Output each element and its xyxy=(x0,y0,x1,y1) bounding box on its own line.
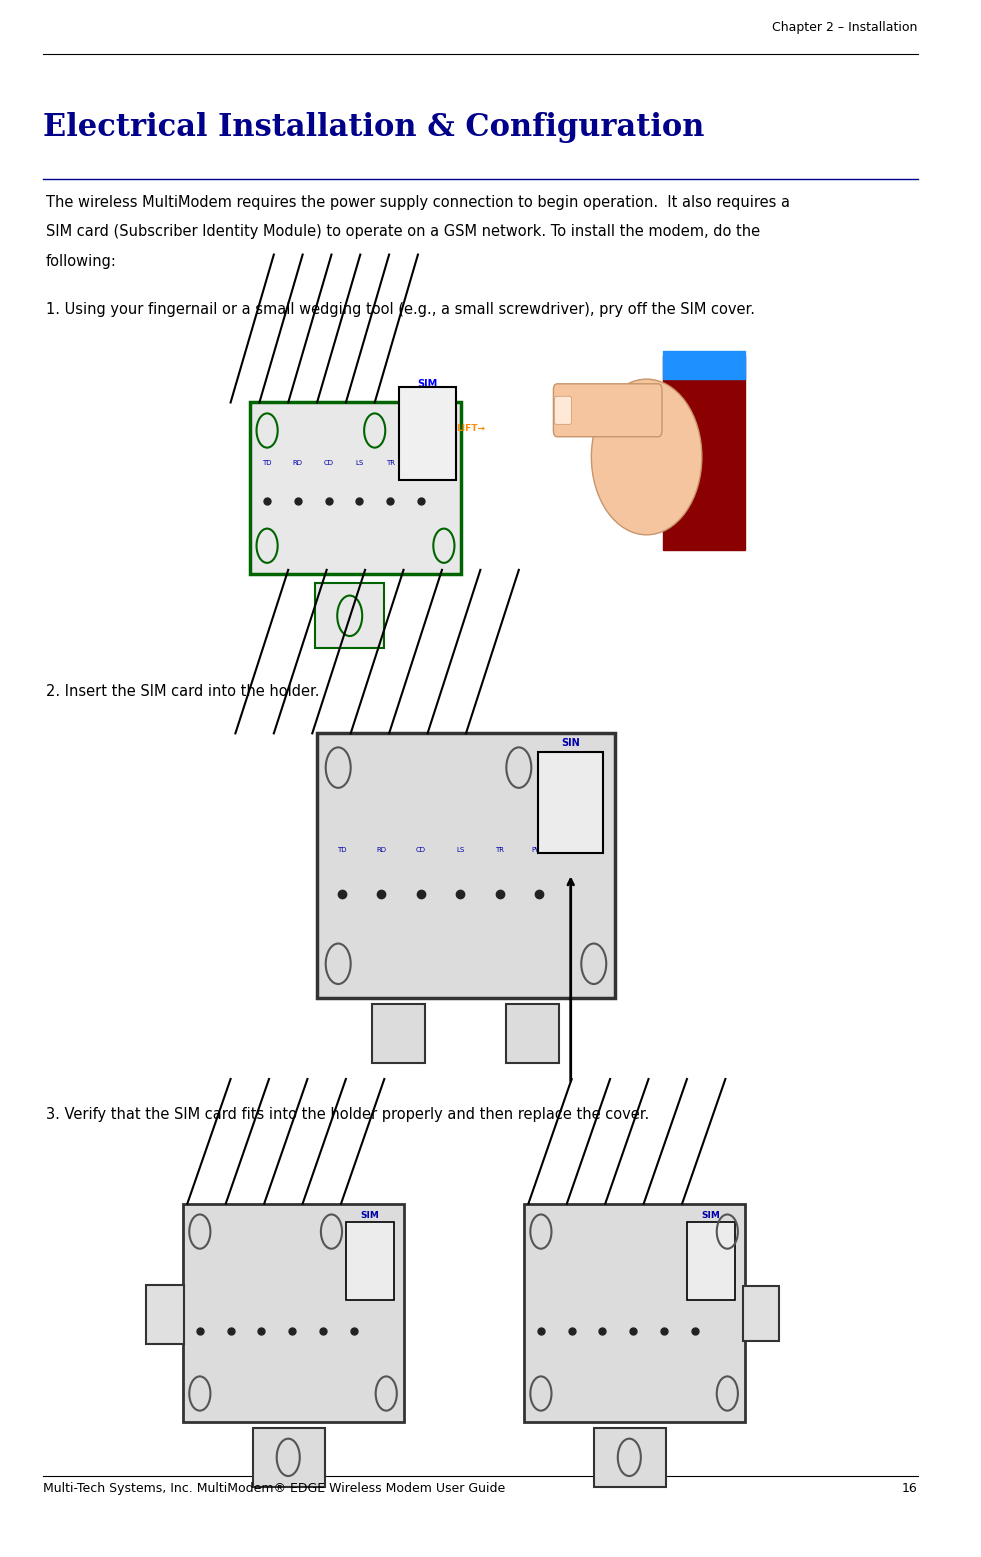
FancyBboxPatch shape xyxy=(182,1204,403,1422)
Text: SIM card (Subscriber Identity Module) to operate on a GSM network. To install th: SIM card (Subscriber Identity Module) to… xyxy=(46,224,760,240)
FancyBboxPatch shape xyxy=(553,383,662,436)
FancyBboxPatch shape xyxy=(253,1428,325,1487)
FancyBboxPatch shape xyxy=(538,752,603,853)
FancyBboxPatch shape xyxy=(743,1286,779,1341)
Text: CD: CD xyxy=(416,847,426,853)
FancyBboxPatch shape xyxy=(663,357,745,550)
FancyBboxPatch shape xyxy=(398,386,456,480)
Text: 16: 16 xyxy=(902,1482,917,1495)
FancyBboxPatch shape xyxy=(315,584,385,649)
Text: Chapter 2 – Installation: Chapter 2 – Installation xyxy=(772,22,917,34)
Text: LS: LS xyxy=(355,461,363,467)
Text: CD: CD xyxy=(324,461,334,467)
Text: PWR: PWR xyxy=(413,461,429,467)
Text: TD: TD xyxy=(337,847,347,853)
Text: SIN: SIN xyxy=(561,738,580,747)
FancyBboxPatch shape xyxy=(554,397,572,425)
FancyBboxPatch shape xyxy=(506,1004,559,1063)
Text: TD: TD xyxy=(262,461,272,467)
FancyBboxPatch shape xyxy=(317,733,615,998)
Text: TR: TR xyxy=(495,847,504,853)
Text: Multi-Tech Systems, Inc. MultiModem® EDGE Wireless Modem User Guide: Multi-Tech Systems, Inc. MultiModem® EDG… xyxy=(43,1482,505,1495)
FancyBboxPatch shape xyxy=(372,1004,425,1063)
Text: SIM: SIM xyxy=(360,1211,380,1221)
Text: 1. Using your fingernail or a small wedging tool (e.g., a small screwdriver), pr: 1. Using your fingernail or a small wedg… xyxy=(46,302,755,318)
Text: TR: TR xyxy=(386,461,394,467)
Text: SIM: SIM xyxy=(701,1211,720,1221)
Text: 2. Insert the SIM card into the holder.: 2. Insert the SIM card into the holder. xyxy=(46,684,320,699)
Text: RD: RD xyxy=(293,461,303,467)
FancyBboxPatch shape xyxy=(687,1222,735,1300)
Text: Electrical Installation & Configuration: Electrical Installation & Configuration xyxy=(43,112,704,143)
Text: LS: LS xyxy=(456,847,464,853)
FancyBboxPatch shape xyxy=(524,1204,745,1422)
Text: PWR: PWR xyxy=(531,847,546,853)
Text: The wireless MultiModem requires the power supply connection to begin operation.: The wireless MultiModem requires the pow… xyxy=(46,195,790,210)
FancyBboxPatch shape xyxy=(146,1285,184,1344)
FancyBboxPatch shape xyxy=(594,1428,666,1487)
Ellipse shape xyxy=(592,380,701,536)
FancyBboxPatch shape xyxy=(663,352,745,380)
Text: LIFT→: LIFT→ xyxy=(456,425,486,433)
Text: following:: following: xyxy=(46,254,117,269)
FancyBboxPatch shape xyxy=(250,403,461,575)
Text: SIM: SIM xyxy=(418,380,438,389)
FancyBboxPatch shape xyxy=(346,1222,394,1300)
Text: 3. Verify that the SIM card fits into the holder properly and then replace the c: 3. Verify that the SIM card fits into th… xyxy=(46,1107,649,1123)
Text: RD: RD xyxy=(377,847,387,853)
